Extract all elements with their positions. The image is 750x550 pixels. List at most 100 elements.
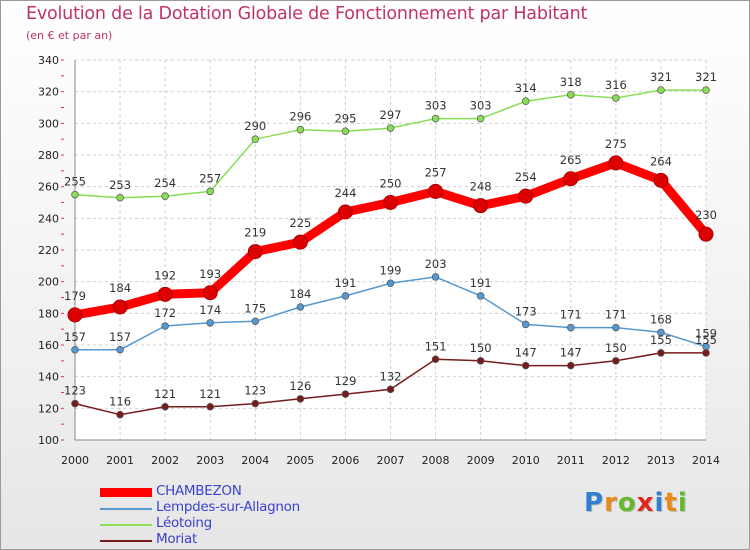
data-point (251, 135, 260, 143)
legend-swatch (100, 488, 152, 497)
data-point (657, 349, 665, 357)
legend-swatch (100, 540, 152, 542)
x-tick-label: 2008 (422, 454, 450, 467)
data-point (567, 323, 575, 332)
data-point (563, 171, 579, 187)
data-label: 303 (470, 99, 492, 113)
data-label: 171 (605, 308, 627, 322)
logo-letter: i (654, 488, 665, 518)
logo-letter: x (636, 488, 655, 518)
logo-letter: i (677, 488, 688, 518)
chart-subtitle: (en € et par an) (26, 29, 113, 42)
data-label: 123 (244, 384, 266, 398)
series-l-otoing: 255 253 254 257 290 296 295 297 303 303 314 318 316 3… (64, 70, 717, 202)
logo-letter: o (617, 488, 637, 518)
data-point (476, 357, 485, 365)
y-tick-label: 120 (38, 402, 59, 415)
x-tick-label: 2003 (196, 454, 224, 467)
data-point (341, 390, 350, 398)
x-tick-label: 2000 (61, 454, 89, 467)
data-label: 192 (154, 268, 176, 282)
y-tick-label: 140 (38, 371, 59, 384)
data-point (476, 292, 485, 300)
data-point (386, 279, 395, 288)
data-point (653, 172, 669, 188)
data-point (206, 403, 214, 411)
data-point (702, 86, 710, 94)
data-label: 157 (64, 330, 86, 344)
data-label: 275 (605, 137, 627, 151)
data-label: 132 (380, 369, 402, 383)
data-label: 314 (515, 81, 537, 95)
data-label: 129 (334, 374, 356, 388)
data-point (67, 307, 83, 323)
data-point (251, 317, 260, 326)
data-label: 174 (199, 303, 221, 317)
data-label: 147 (560, 346, 582, 360)
data-point (341, 292, 350, 300)
data-point (202, 285, 218, 301)
series-moriat: 123 116 121 121 123 126 129 132 151 150 147 147 150 1… (64, 333, 717, 419)
data-point (518, 188, 534, 204)
y-tick-label: 260 (38, 181, 59, 194)
y-tick-label: 200 (38, 276, 59, 289)
data-label: 199 (380, 263, 402, 277)
x-tick-label: 2007 (377, 454, 405, 467)
data-point (431, 273, 440, 281)
data-point (71, 346, 79, 354)
data-label: 257 (425, 165, 447, 179)
data-point (698, 226, 714, 242)
data-label: 250 (380, 177, 402, 191)
data-label: 121 (199, 387, 221, 401)
y-tick-label: 100 (38, 434, 59, 447)
data-point (657, 86, 665, 94)
data-label: 248 (470, 180, 492, 194)
data-point (71, 399, 79, 408)
data-label: 254 (515, 170, 537, 184)
series-chambezon: 179 184 192 193 219 225 244 250 257 248 254 265 275 2… (64, 137, 717, 323)
data-point (206, 319, 214, 327)
x-tick-label: 2010 (512, 454, 540, 467)
data-label: 172 (154, 306, 176, 320)
data-label: 171 (560, 308, 582, 322)
data-label: 303 (425, 99, 447, 113)
y-tick-label: 340 (38, 54, 59, 67)
data-label: 244 (334, 186, 356, 200)
data-point (473, 198, 489, 214)
proxiti-logo: Proxiti (584, 488, 688, 518)
data-point (386, 124, 395, 132)
plot-area (75, 60, 706, 440)
legend-label: Léotoing (156, 515, 212, 531)
data-point (612, 94, 620, 102)
x-tick-label: 2011 (557, 454, 585, 467)
data-label: 126 (289, 379, 311, 393)
y-tick-label: 220 (38, 244, 59, 257)
data-label: 265 (560, 153, 582, 167)
logo-letter: t (664, 488, 678, 518)
data-label: 318 (560, 75, 582, 89)
data-point (161, 403, 169, 411)
data-label: 264 (650, 154, 672, 168)
x-tick-label: 2001 (106, 454, 134, 467)
x-tick-label: 2014 (692, 454, 720, 467)
logo-letter: r (604, 488, 618, 518)
data-point (657, 328, 665, 337)
data-label: 225 (289, 216, 311, 230)
data-point (702, 349, 710, 357)
data-point (251, 399, 260, 408)
data-point (206, 187, 214, 196)
data-label: 191 (334, 276, 356, 290)
legend-label: Moriat (156, 531, 197, 547)
legend-label: Lempdes-sur-Allagnon (156, 499, 300, 515)
data-label: 184 (109, 281, 131, 295)
data-point (116, 346, 124, 354)
data-label: 184 (289, 287, 311, 301)
y-tick-label: 180 (38, 307, 59, 320)
data-point (341, 127, 350, 135)
data-point (567, 91, 575, 99)
data-label: 151 (425, 339, 447, 353)
data-point (612, 323, 620, 332)
data-label: 179 (64, 289, 86, 303)
data-label: 203 (425, 257, 447, 271)
